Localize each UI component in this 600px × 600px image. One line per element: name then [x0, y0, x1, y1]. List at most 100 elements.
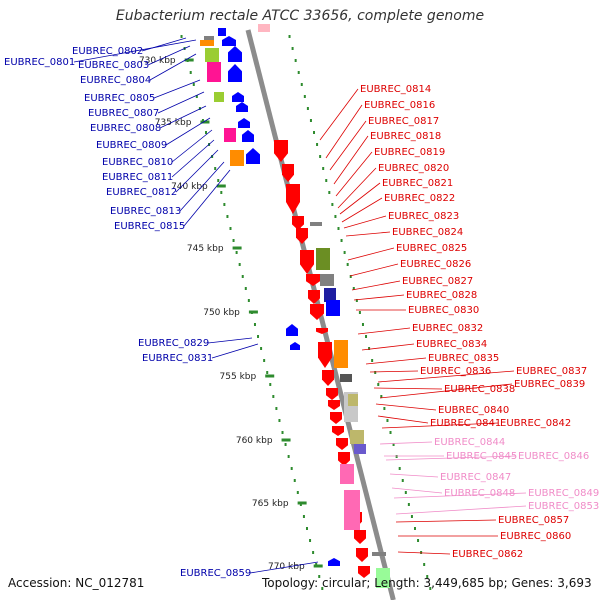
reverse-arrow: [292, 216, 304, 230]
track-dot: [389, 431, 392, 434]
reverse-gene-label: EUBREC_0849: [528, 488, 599, 499]
reverse-gene-label: EUBREC_0823: [388, 211, 459, 222]
reverse-leader: [337, 167, 377, 209]
reverse-leader: [349, 263, 399, 277]
track-dot: [334, 215, 337, 218]
track-dot: [214, 167, 217, 170]
track-dot: [380, 395, 383, 398]
track-dot: [303, 95, 306, 98]
track-dot: [266, 371, 269, 374]
reverse-gene-label: EUBREC_0839: [514, 379, 585, 390]
forward-leader: [153, 79, 201, 99]
forward-leader: [171, 139, 215, 178]
reverse-leader: [385, 455, 517, 461]
forward-gene: [214, 92, 224, 102]
reverse-gene: [310, 222, 322, 226]
track-dot: [374, 371, 377, 374]
track-dot: [306, 107, 309, 110]
reverse-leader: [379, 441, 433, 445]
reverse-leader: [389, 473, 439, 478]
track-dot: [291, 47, 294, 50]
reverse-arrow: [300, 250, 314, 274]
track-dot: [349, 275, 352, 278]
reverse-gene-label: EUBREC_0828: [406, 290, 477, 301]
track-dot: [293, 479, 296, 482]
track-dot: [294, 59, 297, 62]
forward-leader: [141, 37, 187, 52]
forward-gene: [205, 48, 219, 62]
track-dot: [331, 203, 334, 206]
forward-gene-label: EUBREC_0829: [138, 338, 209, 349]
reverse-leader: [381, 422, 499, 429]
track-dot: [241, 275, 244, 278]
reverse-gene-label: EUBREC_0832: [412, 323, 483, 334]
forward-gene: [204, 36, 214, 42]
track-dot: [407, 503, 410, 506]
track-dot: [404, 491, 407, 494]
reverse-gene-label: EUBREC_0822: [384, 193, 455, 204]
track-dot: [319, 155, 322, 158]
reverse-gene-label: EUBREC_0818: [370, 131, 441, 142]
forward-gene-label: EUBREC_0810: [102, 157, 173, 168]
reverse-leader: [373, 387, 443, 390]
accession-label: Accession: NC_012781: [8, 576, 145, 590]
track-dot: [325, 179, 328, 182]
reverse-leader: [335, 151, 373, 197]
track-dot: [395, 455, 398, 458]
track-dot: [377, 383, 380, 386]
track-dot: [220, 191, 223, 194]
track-dot: [302, 515, 305, 518]
track-dot: [195, 95, 198, 98]
forward-arrow: [246, 148, 260, 164]
reverse-gene-label: EUBREC_0836: [420, 366, 491, 377]
track-dot: [322, 167, 325, 170]
forward-arrow: [328, 558, 340, 566]
track-dot: [244, 287, 247, 290]
reverse-leader: [395, 519, 497, 523]
scale-label: 740 kbp: [171, 182, 208, 192]
forward-gene-label: EUBREC_0805: [84, 93, 155, 104]
track-dot: [192, 83, 195, 86]
reverse-leader: [361, 343, 415, 351]
forward-arrow: [286, 324, 298, 336]
track-dot: [253, 323, 256, 326]
track-dot: [247, 299, 250, 302]
scale-label: 760 kbp: [236, 436, 273, 446]
reverse-gene-label: EUBREC_0857: [498, 515, 569, 526]
reverse-gene: [348, 394, 358, 406]
reverse-leader: [393, 492, 527, 499]
scale-label: 765 kbp: [252, 499, 289, 509]
reverse-leader: [375, 403, 437, 411]
forward-gene-label: EUBREC_0859: [180, 568, 251, 579]
track-dot: [401, 479, 404, 482]
track-dot: [318, 575, 321, 578]
reverse-leader: [345, 231, 391, 237]
track-dot: [343, 251, 346, 254]
forward-gene: [230, 150, 244, 166]
reverse-arrow: [322, 370, 334, 386]
track-dot: [229, 227, 232, 230]
reverse-gene-label: EUBREC_0819: [374, 147, 445, 158]
track-dot: [429, 587, 432, 590]
reverse-gene-label: EUBREC_0846: [518, 451, 589, 462]
reverse-gene-label: EUBREC_0848: [444, 488, 515, 499]
track-dot: [371, 359, 374, 362]
track-dot: [272, 395, 275, 398]
track-dot: [309, 119, 312, 122]
reverse-arrow: [274, 140, 288, 162]
forward-gene-label: EUBREC_0813: [110, 206, 181, 217]
forward-gene: [224, 128, 236, 142]
reverse-leader: [343, 215, 387, 229]
track-dot: [413, 527, 416, 530]
track-dot: [398, 467, 401, 470]
track-dot: [423, 563, 426, 566]
reverse-gene-label: EUBREC_0853: [528, 501, 599, 512]
reverse-leader: [397, 551, 451, 555]
track-dot: [368, 347, 371, 350]
forward-gene-label: EUBREC_0811: [102, 172, 173, 183]
reverse-leader: [365, 357, 427, 365]
reverse-leader: [347, 247, 395, 261]
reverse-leader: [395, 505, 527, 515]
track-dot: [328, 191, 331, 194]
track-dot: [287, 455, 290, 458]
